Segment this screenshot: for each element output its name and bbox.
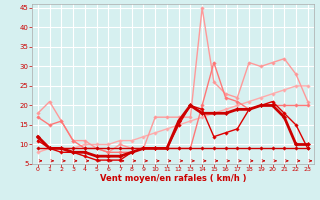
X-axis label: Vent moyen/en rafales ( km/h ): Vent moyen/en rafales ( km/h ) [100, 174, 246, 183]
